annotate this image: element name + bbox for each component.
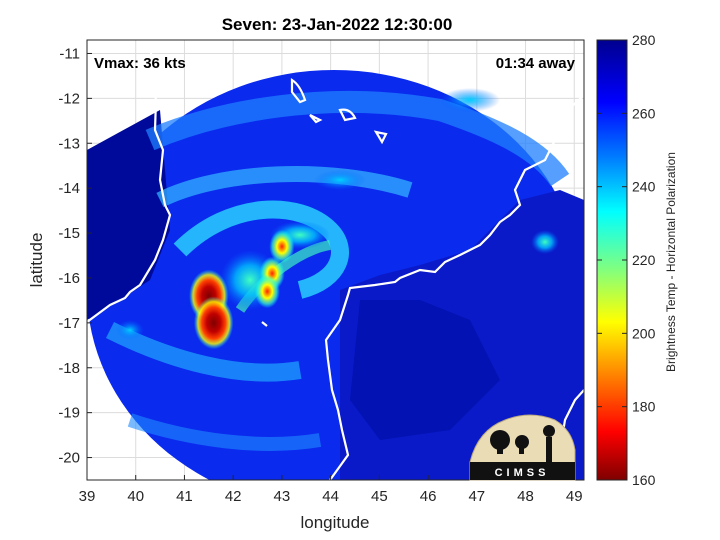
x-axis-label: longitude [300,513,369,532]
x-tick-label: 49 [566,488,583,505]
hot-spots [189,229,295,350]
y-tick-label: -15 [58,225,80,242]
y-axis-label: latitude [27,233,46,288]
colorbar-tick-label: 160 [632,472,656,488]
chart-title: Seven: 23-Jan-2022 12:30:00 [222,15,453,34]
colorbar-tick-labels: 280 260 240 220 200 180 160 [597,32,656,488]
y-tick-label: -13 [58,135,80,152]
x-tick-label: 41 [176,488,193,505]
colorbar-tick-label: 220 [632,252,656,268]
y-tick-label: -18 [58,360,80,377]
y-tick-label: -17 [58,315,80,332]
x-tick-label: 46 [420,488,437,505]
brightness-swath [87,70,584,480]
y-tick-labels: -11 -12 -13 -14 -15 -16 -17 -18 -19 -20 [58,45,92,467]
x-tick-label: 43 [274,488,291,505]
x-tick-label: 40 [127,488,144,505]
x-tick-labels: 39 40 41 42 43 44 45 46 47 48 49 [79,475,583,505]
y-tick-label: -11 [59,45,80,62]
colorbar-tick-label: 280 [632,32,656,48]
colorbar-label: Brightness Temp - Horizontal Polarizatio… [664,152,678,372]
x-tick-label: 48 [517,488,534,505]
vmax-annotation: Vmax: 36 kts [94,55,186,72]
x-tick-label: 44 [322,488,339,505]
colorbar-tick-label: 240 [632,179,656,195]
colorbar-tick-label: 200 [632,325,656,341]
axes-frame [86,39,585,481]
y-tick-label: -12 [58,90,80,107]
x-tick-label: 45 [371,488,388,505]
y-tick-label: -20 [58,450,80,467]
cimss-logo: CIMSS [469,414,576,481]
y-tick-label: -16 [58,270,80,287]
x-tick-label: 42 [225,488,242,505]
time-away-annotation: 01:34 away [496,55,576,72]
y-tick-label: -19 [58,405,80,422]
cold-cloud-spot [254,274,280,309]
x-tick-label: 47 [468,488,485,505]
svg-text:CIMSS: CIMSS [495,467,550,479]
colorbar-tick-label: 260 [632,105,656,121]
y-tick-label: -14 [58,180,80,197]
colorbar-tick-label: 180 [632,399,656,415]
cold-cloud-spot [269,229,295,264]
cold-cloud-spot [193,296,234,350]
x-tick-label: 39 [79,488,96,505]
